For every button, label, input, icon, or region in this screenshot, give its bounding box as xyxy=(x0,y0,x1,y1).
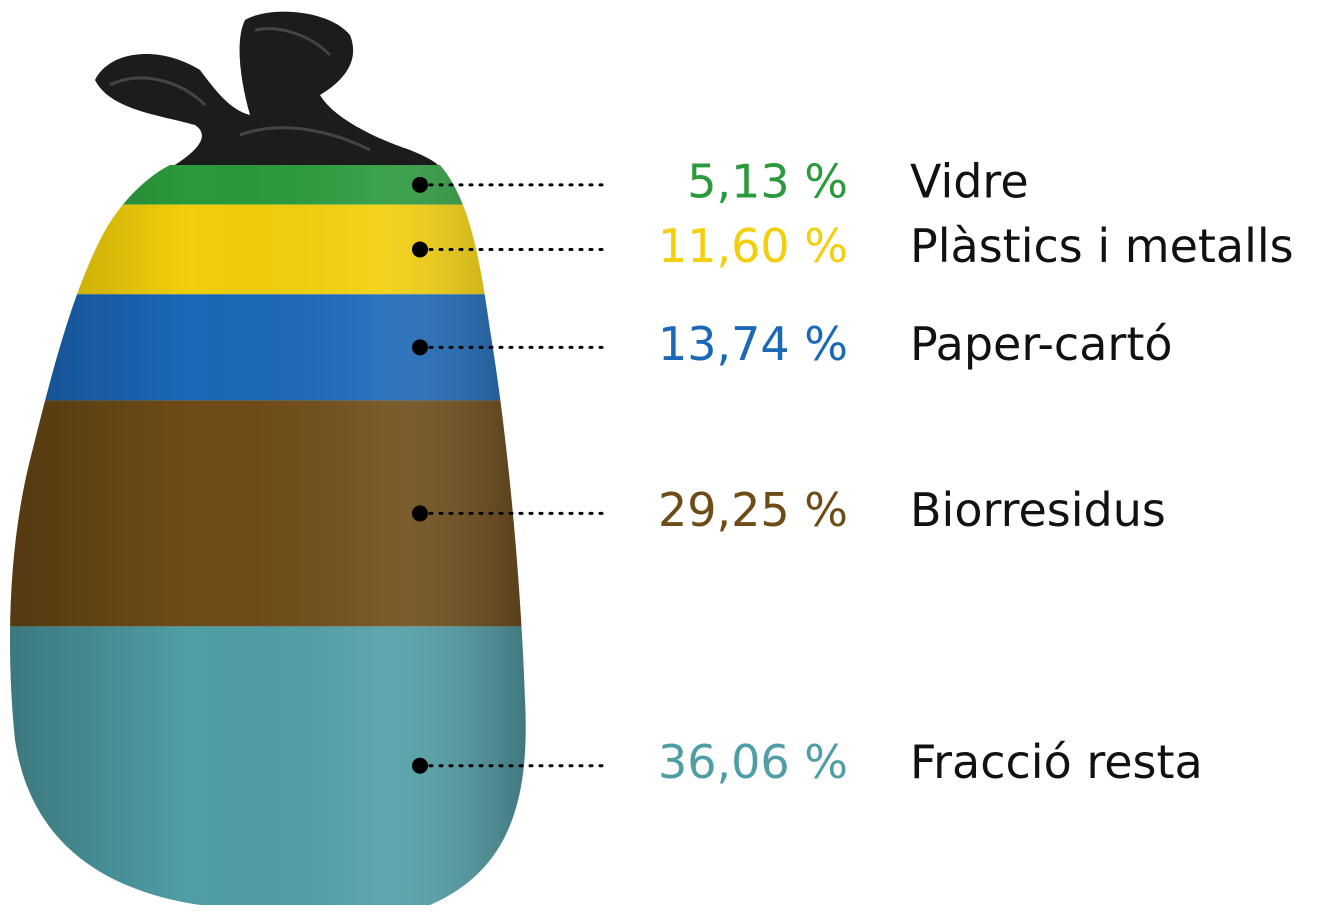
value-label: 36,06 % xyxy=(658,735,848,789)
value-label: 13,74 % xyxy=(658,317,848,371)
leader-dot xyxy=(412,505,428,522)
leader-dot xyxy=(412,241,428,258)
leader-dot xyxy=(412,339,428,356)
category-label: Paper-cartó xyxy=(910,317,1173,371)
value-label: 29,25 % xyxy=(658,483,848,537)
leader-dot xyxy=(412,757,428,774)
bag-shading xyxy=(10,165,526,905)
category-label: Vidre xyxy=(910,154,1029,208)
bag-knot xyxy=(95,11,440,168)
category-label: Plàstics i metalls xyxy=(910,219,1294,273)
category-label: Biorresidus xyxy=(910,483,1166,537)
leader-dot xyxy=(412,176,428,193)
value-label: 11,60 % xyxy=(658,219,848,273)
category-label: Fracció resta xyxy=(910,735,1203,789)
value-label: 5,13 % xyxy=(687,154,848,208)
